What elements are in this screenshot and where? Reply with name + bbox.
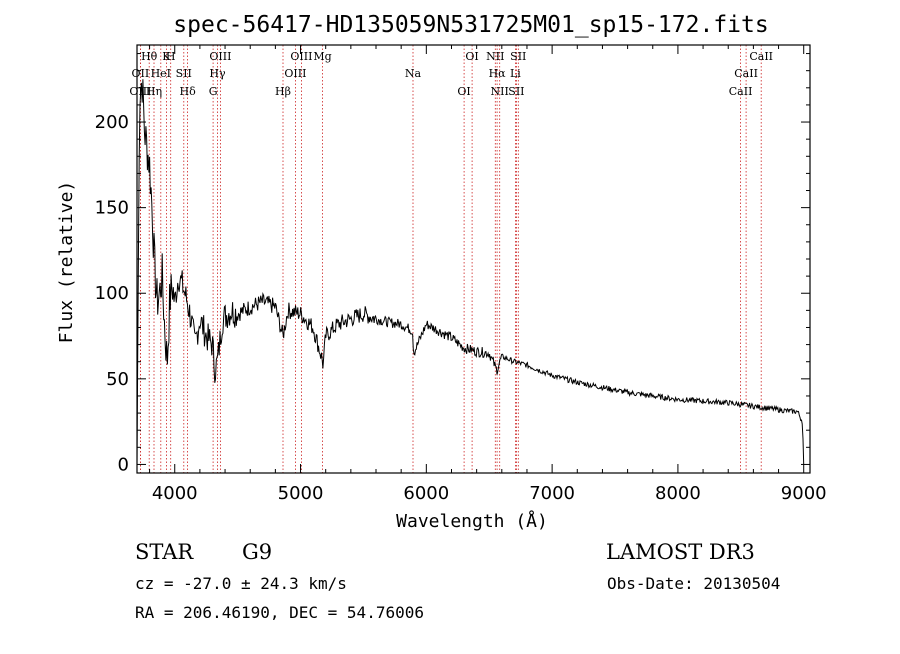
spectral-line-label: OI [457,85,470,98]
y-tick-label: 0 [118,454,129,475]
spectral-line-label: OII [132,67,150,80]
x-tick-label: 4000 [152,483,198,504]
spectral-line-label: Hβ [275,85,291,98]
object-subclass: G9 [242,540,272,564]
spectral-line-label: Mg [313,50,331,63]
spectral-line-label: SII [508,85,524,98]
spectral-line-label: CaII [729,85,753,98]
object-class: STAR [135,540,194,564]
spectral-line-label: K [162,50,171,63]
obs-date-text: Obs-Date: 20130504 [607,574,780,593]
y-tick-label: 100 [95,283,129,304]
spectral-line-markers [139,45,762,473]
y-tick-label: 200 [95,112,129,133]
x-tick-label: 9000 [781,483,827,504]
spectral-line-label: NII [491,85,509,98]
spectral-line-label: SII [510,50,526,63]
x-tick-label: 6000 [403,483,449,504]
spectral-line-label: SII [176,67,192,80]
axis-ticks [137,45,810,473]
spectral-line-label: Hα [489,67,507,80]
axis-tick-labels: 4000 5000 6000 7000 8000 9000 0 50 100 150 200 [95,112,827,504]
spectral-line-label: Na [405,67,422,80]
chart-title: spec-56417-HD135059N531725M01_sp15-172.f… [173,12,768,38]
x-tick-label: 5000 [278,483,324,504]
survey-name: LAMOST DR3 [606,540,755,564]
spectral-line-label: Hγ [209,67,226,80]
coordinates-text: RA = 206.46190, DEC = 54.76006 [135,603,424,622]
redshift-text: cz = -27.0 ± 24.3 km/s [135,574,347,593]
y-axis-label: Flux (relative) [56,181,77,344]
spectral-line-labels: HθOIIOIIIKHeIHηHSIIHδOIIIHγGOIIIOIIIHβMg… [129,50,773,98]
spectral-line-label: CaII [734,67,758,80]
spectral-line-label: NII [486,50,504,63]
spectral-line-label: Hδ [179,85,196,98]
spectral-line-label: OI [465,50,478,63]
spectral-line-label: OIII [290,50,312,63]
plot-frame [136,44,811,474]
spectral-line-label: Hη [146,85,162,98]
spectral-line-label: CaII [749,50,773,63]
x-tick-label: 7000 [529,483,575,504]
y-tick-label: 50 [106,369,129,390]
spectral-line-label: G [209,85,218,98]
x-tick-label: 8000 [655,483,701,504]
spectral-line-label: Hθ [141,50,158,63]
spectral-line-label: HeI [151,67,171,80]
y-tick-label: 150 [95,198,129,219]
x-axis-label: Wavelength (Å) [396,510,548,532]
spectrum-line [136,79,805,465]
spectral-line-label: OIII [209,50,231,63]
spectral-line-label: H [166,50,176,63]
spectral-line-label: OIII [284,67,306,80]
spectral-line-label: Li [510,67,521,80]
